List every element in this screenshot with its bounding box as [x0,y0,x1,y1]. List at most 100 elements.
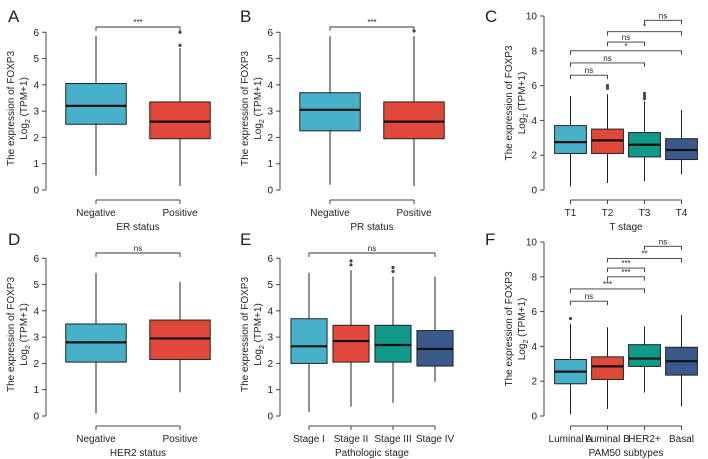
y-tick-label: 5 [33,280,39,291]
significance-label: ns [368,244,376,253]
y-tick-label: 1 [33,385,39,396]
y-axis-unit: (TPM+1) [253,77,264,119]
y-axis-title-line1: The expression of FOXP3 [504,271,515,386]
box-3 [665,315,698,407]
outlier-point [391,269,395,274]
y-axis-title-line1: The expression of FOXP3 [240,277,251,392]
y-axis-title: The expression of FOXP3 Log2 (TPM+1) [6,51,32,166]
outlier-point [349,263,353,267]
y-axis-title-line2: Log2 (TPM+1) [253,303,266,366]
box-body [374,324,412,363]
y-axis-log: Log [517,344,528,361]
y-axis-log-base: 2 [25,119,32,123]
y-axis-unit: (TPM+1) [253,303,264,345]
significance-label: ns [134,244,142,253]
significance-label: *** [621,259,630,268]
y-axis-log: Log [19,123,30,140]
y-axis-title-line2: Log2 (TPM+1) [517,72,530,135]
y-axis-log: Log [253,349,264,366]
comparison-bracket: ns [570,66,608,80]
outlier-point [568,316,573,321]
comparison-bracket: ns [570,54,645,67]
y-axis-title-line2: Log2 (TPM+1) [19,77,32,140]
y-tick-label: 6 [267,28,273,39]
significance-label: ns [659,11,667,20]
comparison-bracket: ns [570,292,608,306]
y-tick-label: 0 [531,186,537,197]
box-1 [332,259,370,407]
y-axis-unit: (TPM+1) [19,77,30,119]
y-axis-title-line2: Log2 (TPM+1) [19,303,32,366]
y-tick-label: 2 [531,151,537,162]
comparison-bracket: *** [607,268,645,281]
bracket-line [607,258,682,263]
comparison-bracket: *** [329,18,415,31]
bracket-line [308,252,436,257]
y-tick-label: 5 [33,54,39,65]
box-1 [149,281,211,393]
y-axis-log-base: 2 [523,114,530,118]
y-axis-title-line2: Log2 (TPM+1) [253,77,266,140]
y-tick-label: 0 [267,186,273,197]
box-3 [416,276,454,382]
y-tick-label: 10 [526,12,538,23]
box-1 [149,30,211,187]
x-tick-label: HER2+ [628,434,661,445]
box-0 [65,36,127,176]
significance-label: ns [603,54,611,63]
significance-label: *** [367,18,376,27]
outlier-point [642,97,647,101]
significance-label: *** [621,268,630,277]
y-tick-label: 1 [267,159,273,170]
panel-letter: B [240,7,251,26]
x-axis-title: HER2 status [110,448,166,459]
y-tick-label: 6 [33,254,39,265]
comparison-bracket: ** [607,250,682,263]
box-0 [554,96,587,187]
significance-label: ns [585,66,593,75]
y-axis-title: The expression of FOXP3 Log2 (TPM+1) [6,277,32,392]
y-tick-label: 0 [531,412,537,423]
box-0 [65,272,127,414]
y-axis-unit: (TPM+1) [517,298,528,340]
y-tick-label: 4 [267,306,273,317]
y-tick-label: 8 [531,272,537,283]
y-tick-label: 5 [267,54,273,65]
x-tick-label: Luminal A [549,434,593,445]
y-tick-label: 2 [267,133,273,144]
box-body [628,344,661,367]
outlier-point [178,30,182,34]
comparison-bracket: * [607,23,682,36]
y-axis-log-base: 2 [25,345,32,349]
significance-label: ns [659,237,667,246]
comparison-bracket: ns [644,11,682,25]
y-tick-label: 4 [531,342,537,353]
box-0 [299,36,361,185]
y-tick-label: 1 [267,385,273,396]
box-body [299,92,361,132]
significance-label: * [643,23,646,32]
y-tick-label: 1 [33,159,39,170]
significance-label: *** [133,18,142,27]
panel-letter: C [485,7,497,26]
x-tick-label: T2 [602,208,614,219]
bracket-line [570,74,608,80]
panel-letter: F [485,230,495,249]
comparison-bracket: * [570,42,682,55]
outlier-point [391,265,395,270]
x-axis-title: ER status [116,222,159,233]
x-tick-label: Positive [396,208,431,219]
y-axis-title-line2: Log2 (TPM+1) [517,298,530,361]
y-axis-title: The expression of FOXP3 Log2 (TPM+1) [240,277,266,392]
y-tick-label: 2 [33,359,39,370]
bracket-line [329,26,415,31]
box-2 [628,326,661,393]
box-0 [290,272,328,413]
panel-letter: D [8,230,20,249]
y-axis-title-line1: The expression of FOXP3 [6,277,17,392]
y-tick-label: 3 [267,107,273,118]
